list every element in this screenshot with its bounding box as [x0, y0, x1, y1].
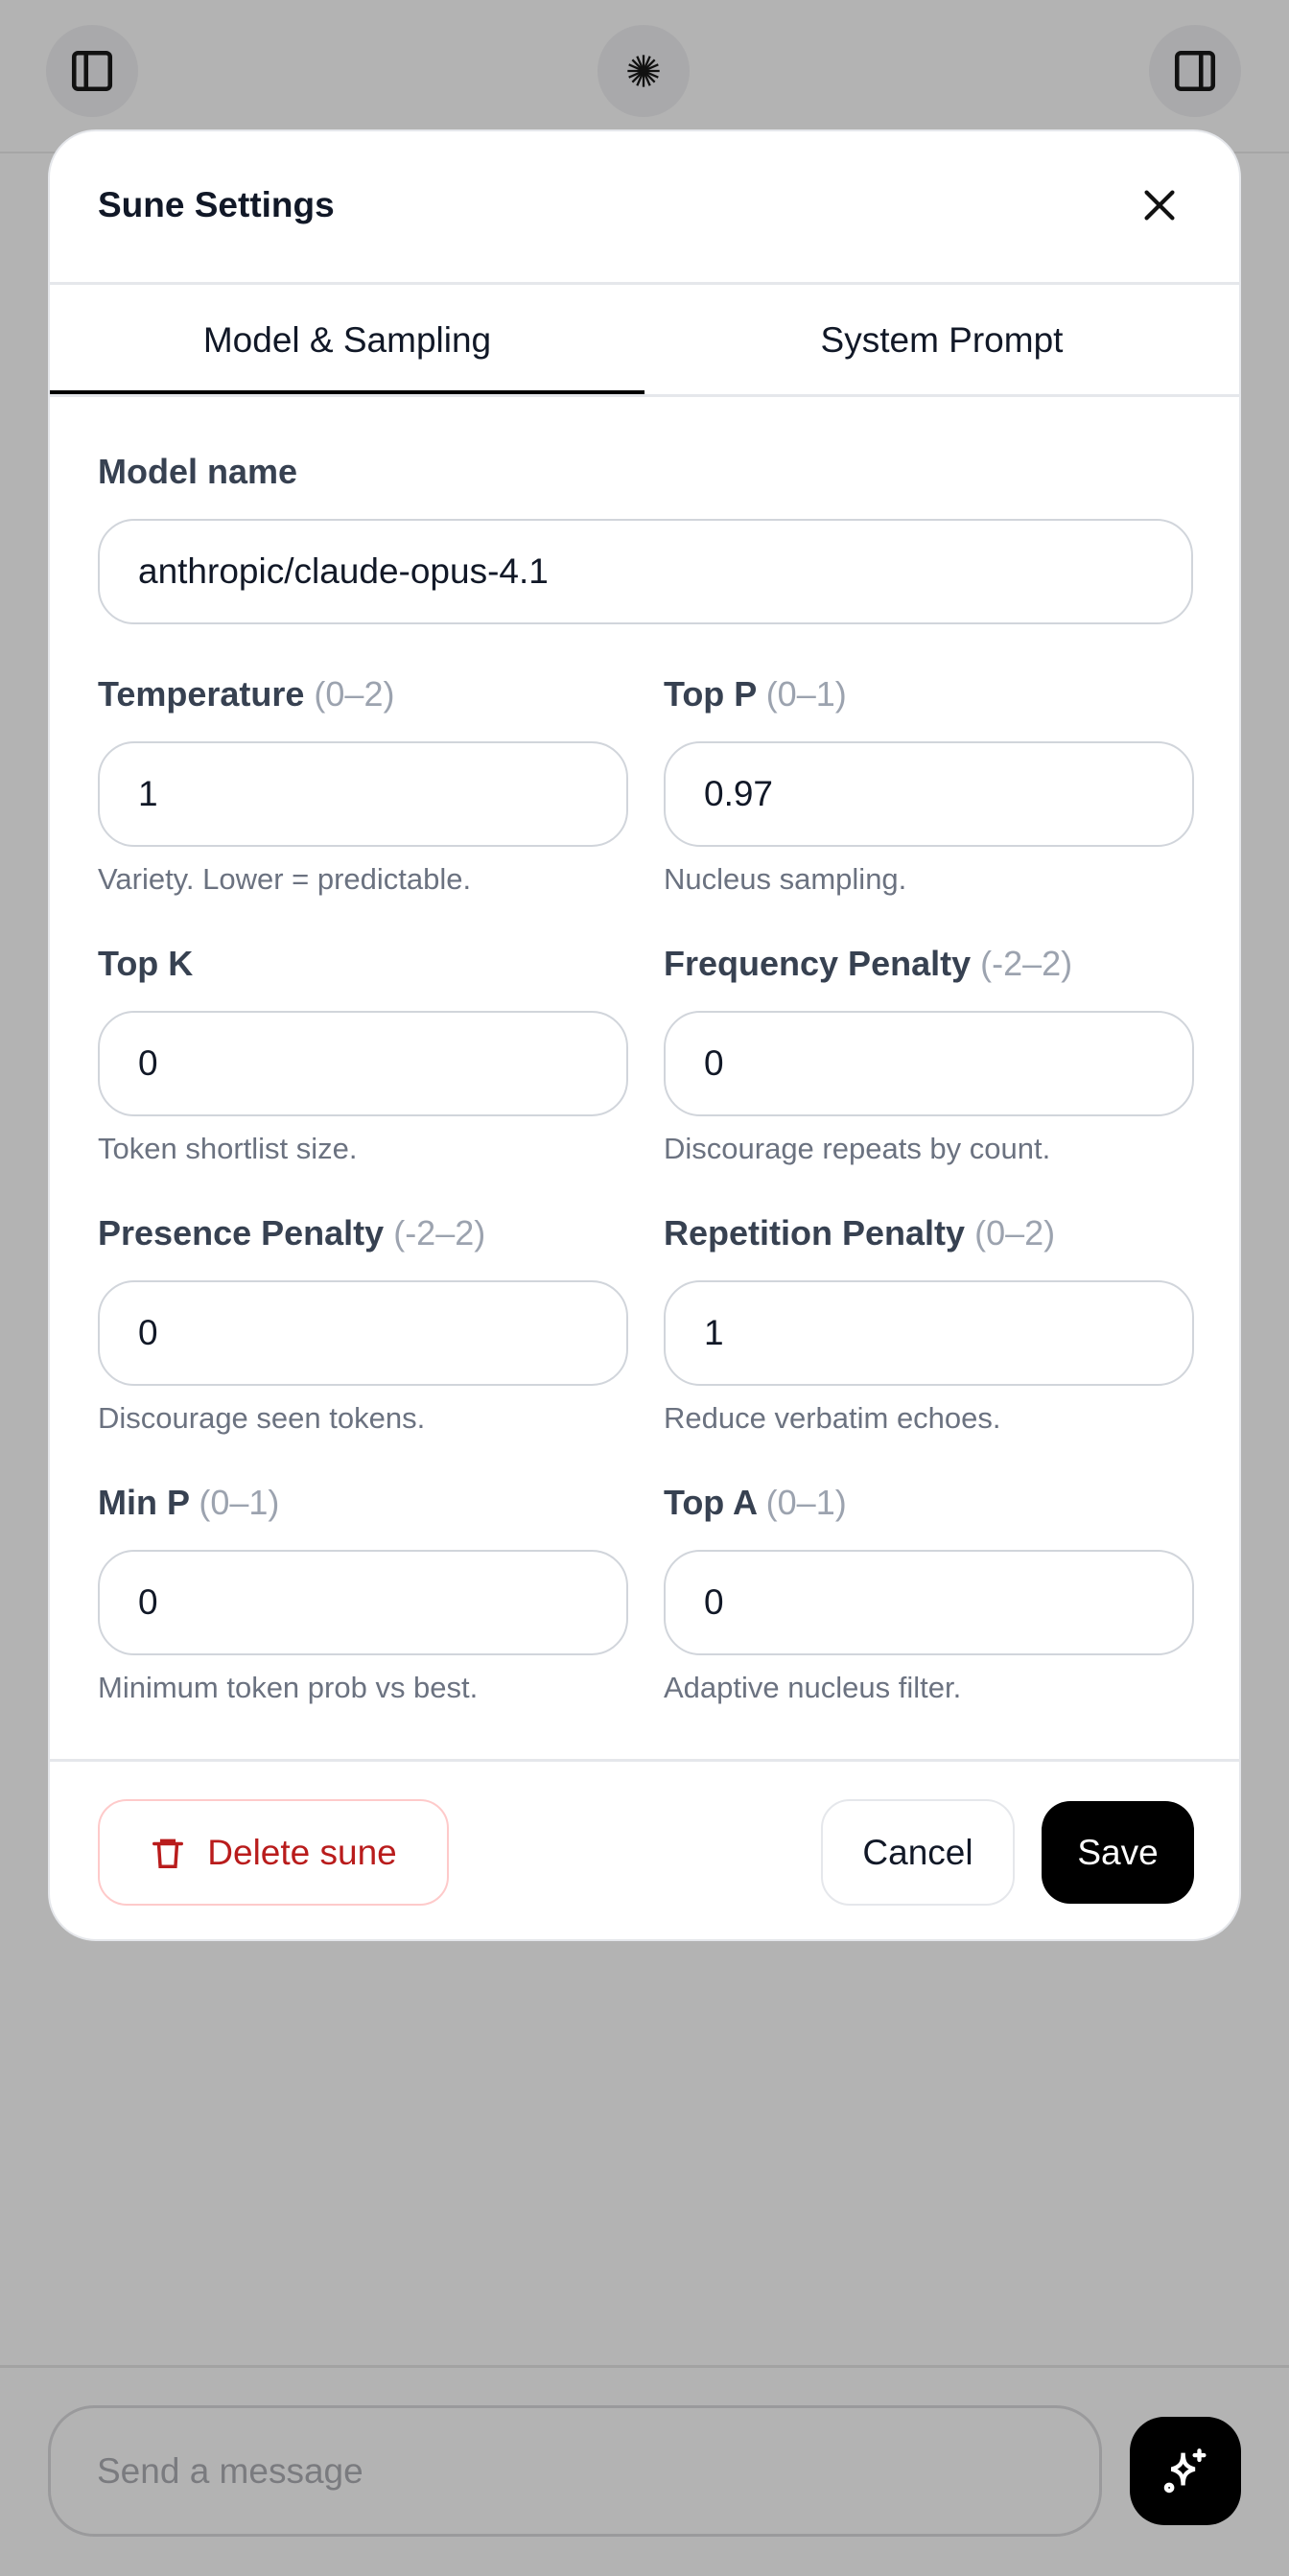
- field-top-p: Top P (0–1) 0.97 Nucleus sampling.: [664, 670, 1194, 897]
- field-range: (0–1): [199, 1483, 280, 1522]
- field-range: (0–2): [974, 1213, 1056, 1253]
- field-help: Discourage repeats by count.: [664, 1132, 1051, 1165]
- field-label-text: Top K: [98, 944, 194, 983]
- starburst-icon: [627, 55, 660, 87]
- send-button[interactable]: [1130, 2417, 1241, 2525]
- trash-icon: [152, 1838, 184, 1868]
- field-label: Min P (0–1): [98, 1479, 628, 1527]
- field-label-text: Presence Penalty: [98, 1213, 385, 1253]
- close-button[interactable]: [1137, 183, 1182, 227]
- field-help: Adaptive nucleus filter.: [664, 1671, 962, 1704]
- field-help: Variety. Lower = predictable.: [98, 862, 472, 896]
- field-range: (-2–2): [393, 1213, 486, 1253]
- model-name-input[interactable]: anthropic/claude-opus-4.1: [98, 519, 1193, 624]
- field-label-text: Frequency Penalty: [664, 944, 972, 983]
- tab-system-prompt[interactable]: System Prompt: [820, 320, 1064, 360]
- field-input[interactable]: 0: [98, 1011, 628, 1116]
- field-label-text: Temperature: [98, 674, 305, 714]
- footer-divider: [50, 1759, 1239, 1762]
- sparkles-icon: [1163, 2447, 1207, 2493]
- field-label: Frequency Penalty (-2–2): [664, 940, 1194, 988]
- composer-divider: [0, 2365, 1289, 2368]
- delete-sune-button[interactable]: Delete sune: [98, 1799, 449, 1906]
- field-help: Reduce verbatim echoes.: [664, 1401, 1001, 1435]
- field-help: Discourage seen tokens.: [98, 1401, 426, 1435]
- field-input[interactable]: 0: [664, 1550, 1194, 1655]
- field-temperature: Temperature (0–2) 1 Variety. Lower = pre…: [98, 670, 628, 897]
- message-input[interactable]: Send a message: [48, 2405, 1102, 2537]
- field-label: Top P (0–1): [664, 670, 1194, 718]
- field-label: Repetition Penalty (0–2): [664, 1209, 1194, 1257]
- field-range: (-2–2): [980, 944, 1073, 983]
- field-input[interactable]: 0: [98, 1550, 628, 1655]
- field-label: Temperature (0–2): [98, 670, 628, 718]
- field-label-text: Top A: [664, 1483, 757, 1522]
- field-help: Nucleus sampling.: [664, 862, 907, 896]
- toggle-left-sidebar-button[interactable]: [46, 25, 138, 117]
- field-min-p: Min P (0–1) 0 Minimum token prob vs best…: [98, 1479, 628, 1705]
- field-help: Minimum token prob vs best.: [98, 1671, 479, 1704]
- field-repetition-penalty: Repetition Penalty (0–2) 1 Reduce verbat…: [664, 1209, 1194, 1436]
- field-input[interactable]: 1: [98, 741, 628, 847]
- field-label: Model name: [98, 452, 298, 491]
- field-input[interactable]: 0: [98, 1280, 628, 1386]
- field-label: Top K: [98, 940, 628, 988]
- sidebar-right-icon: [1174, 50, 1216, 92]
- field-label-text: Min P: [98, 1483, 190, 1522]
- model-name-field: Model name anthropic/claude-opus-4.1: [98, 448, 1193, 624]
- field-range: (0–1): [765, 1483, 847, 1522]
- divider: [50, 282, 1239, 285]
- field-frequency-penalty: Frequency Penalty (-2–2) 0 Discourage re…: [664, 940, 1194, 1166]
- field-input[interactable]: 0.97: [664, 741, 1194, 847]
- close-icon: [1144, 190, 1175, 221]
- field-input[interactable]: 1: [664, 1280, 1194, 1386]
- save-button[interactable]: Save: [1042, 1801, 1194, 1904]
- field-range: (0–2): [314, 674, 395, 714]
- field-label: Presence Penalty (-2–2): [98, 1209, 628, 1257]
- field-input[interactable]: 0: [664, 1011, 1194, 1116]
- cancel-button[interactable]: Cancel: [821, 1799, 1015, 1906]
- dialog-title: Sune Settings: [98, 185, 335, 224]
- field-label-text: Repetition Penalty: [664, 1213, 966, 1253]
- tab-model-sampling[interactable]: Model & Sampling: [50, 285, 644, 396]
- divider: [50, 394, 1239, 397]
- field-label-text: Top P: [664, 674, 757, 714]
- toggle-right-sidebar-button[interactable]: [1149, 25, 1241, 117]
- field-presence-penalty: Presence Penalty (-2–2) 0 Discourage see…: [98, 1209, 628, 1436]
- field-help: Token shortlist size.: [98, 1132, 358, 1165]
- field-label: Top A (0–1): [664, 1479, 1194, 1527]
- field-top-k: Top K 0 Token shortlist size.: [98, 940, 628, 1166]
- app-logo-button[interactable]: [598, 25, 690, 117]
- delete-label: Delete sune: [207, 1832, 397, 1872]
- settings-dialog: Sune Settings Model & Sampling System Pr…: [48, 129, 1241, 1941]
- field-range: (0–1): [765, 674, 847, 714]
- sidebar-left-icon: [71, 50, 113, 92]
- field-top-a: Top A (0–1) 0 Adaptive nucleus filter.: [664, 1479, 1194, 1705]
